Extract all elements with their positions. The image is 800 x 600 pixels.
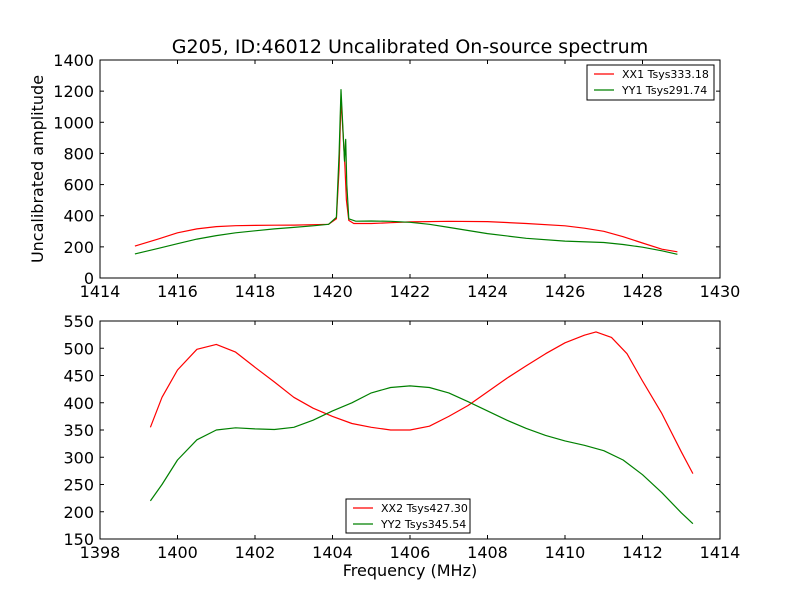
y-tick-label: 200 — [63, 238, 94, 257]
y-tick-label: 450 — [63, 367, 94, 386]
x-tick-label: 1428 — [622, 282, 663, 301]
x-tick-label: 1414 — [80, 282, 121, 301]
x-tick-label: 1426 — [545, 282, 586, 301]
y-tick-label: 1000 — [53, 113, 94, 132]
y-tick-label: 350 — [63, 421, 94, 440]
top-chart-title: G205, ID:46012 Uncalibrated On-source sp… — [172, 36, 648, 58]
y-tick-label: 550 — [63, 312, 94, 331]
bottom-chart-xlabel: Frequency (MHz) — [343, 561, 477, 580]
x-tick-label: 1424 — [467, 282, 508, 301]
x-tick-label: 1420 — [312, 282, 353, 301]
x-tick-label: 1408 — [467, 543, 508, 562]
series-line-yy1 — [134, 88, 678, 255]
y-tick-label: 300 — [63, 448, 94, 467]
top-legend: XX1 Tsys333.18 YY1 Tsys291.74 — [586, 64, 715, 101]
y-tick-label: 1200 — [53, 82, 94, 101]
y-tick-label: 200 — [63, 503, 94, 522]
top-plot-area: 1414 1416 1418 1420 1422 1424 1426 1428 1430 0 200… — [53, 51, 740, 301]
top-chart-ylabel: Uncalibrated amplitude — [28, 75, 47, 263]
x-tick-label: 1430 — [700, 282, 741, 301]
y-tick-label: 500 — [63, 339, 94, 358]
x-tick-label: 1414 — [700, 543, 741, 562]
legend-label-yy1: YY1 Tsys291.74 — [621, 84, 707, 97]
top-plot-frame — [99, 59, 721, 279]
y-tick-label: 800 — [63, 144, 94, 163]
y-tick-label: 1400 — [53, 51, 94, 70]
bottom-chart: 1398 1400 1402 1404 1406 1408 1410 1412 1414 150 2… — [63, 312, 740, 580]
legend-label-yy2: YY2 Tsys345.54 — [380, 518, 466, 531]
x-tick-label: 1406 — [390, 543, 431, 562]
series-line-yy2 — [149, 385, 694, 525]
top-chart: G205, ID:46012 Uncalibrated On-source sp… — [28, 36, 740, 301]
bottom-legend: XX2 Tsys427.30 YY2 Tsys345.54 — [345, 498, 471, 534]
y-tick-label: 250 — [63, 476, 94, 495]
x-tick-label: 1404 — [312, 543, 353, 562]
x-tick-label: 1418 — [235, 282, 276, 301]
y-tick-label: 400 — [63, 207, 94, 226]
y-tick-label: 0 — [84, 269, 94, 288]
series-line-xx2 — [149, 331, 694, 474]
top-legend-box — [586, 64, 715, 101]
y-tick-label: 400 — [63, 394, 94, 413]
x-tick-label: 1422 — [390, 282, 431, 301]
bottom-plot-area: 1398 1400 1402 1404 1406 1408 1410 1412 1414 150 2… — [63, 312, 740, 562]
x-tick-label: 1402 — [235, 543, 276, 562]
x-tick-label: 1410 — [545, 543, 586, 562]
x-tick-label: 1398 — [80, 543, 121, 562]
bottom-plot-frame — [99, 320, 721, 540]
legend-label-xx2: XX2 Tsys427.30 — [381, 502, 468, 515]
x-tick-label: 1412 — [622, 543, 663, 562]
x-tick-label: 1416 — [157, 282, 198, 301]
legend-label-xx1: XX1 Tsys333.18 — [622, 68, 709, 81]
x-tick-label: 1400 — [157, 543, 198, 562]
y-tick-label: 600 — [63, 176, 94, 195]
bottom-legend-box — [345, 498, 471, 534]
y-tick-label: 150 — [63, 530, 94, 549]
series-line-xx1 — [134, 98, 678, 253]
